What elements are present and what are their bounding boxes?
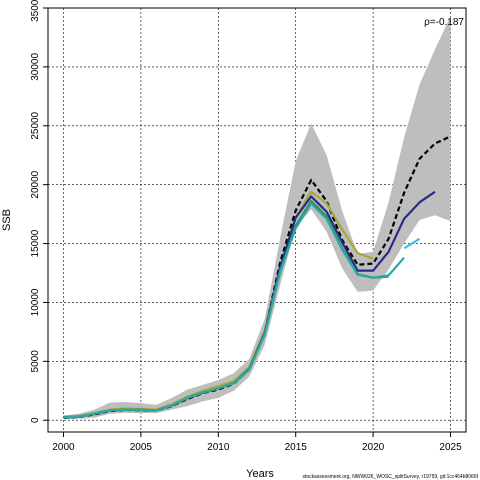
series-line-1 <box>63 135 451 419</box>
y-tick-label: 35000 <box>30 0 41 22</box>
y-axis-title: SSB <box>1 209 13 231</box>
series-line-3 <box>63 190 436 419</box>
x-tick-label: 2025 <box>439 442 462 453</box>
y-tick-label: 0 <box>30 417 41 423</box>
x-tick-label: 2005 <box>130 442 153 453</box>
x-tick-label: 2010 <box>207 442 230 453</box>
axes: 2000 2005 2010 2015 2020 2025 0 5000 10000 15000 2… <box>30 0 462 453</box>
confidence-band <box>63 16 451 420</box>
series-layer <box>63 135 451 419</box>
x-tick-label: 2015 <box>285 442 308 453</box>
y-tick-label: 20000 <box>30 170 41 198</box>
y-tick-label: 5000 <box>30 350 41 373</box>
y-tick-label: 25000 <box>30 111 41 139</box>
x-axis-title: Years <box>246 468 274 480</box>
x-tick-label: 2000 <box>52 442 75 453</box>
y-tick-label: 15000 <box>30 229 41 257</box>
plot-frame <box>47 7 467 433</box>
y-tick-label: 30000 <box>30 53 41 81</box>
confidence-band-layer <box>63 16 451 420</box>
footer-text: stockassessment.org, NWW026_WOSC_splitSu… <box>302 474 478 480</box>
x-tick-label: 2020 <box>362 442 385 453</box>
series-line-6 <box>403 237 421 250</box>
rho-annotation: ρ=-0.187 <box>424 17 464 28</box>
series-line-5 <box>63 202 405 419</box>
y-tick-label: 10000 <box>30 288 41 316</box>
